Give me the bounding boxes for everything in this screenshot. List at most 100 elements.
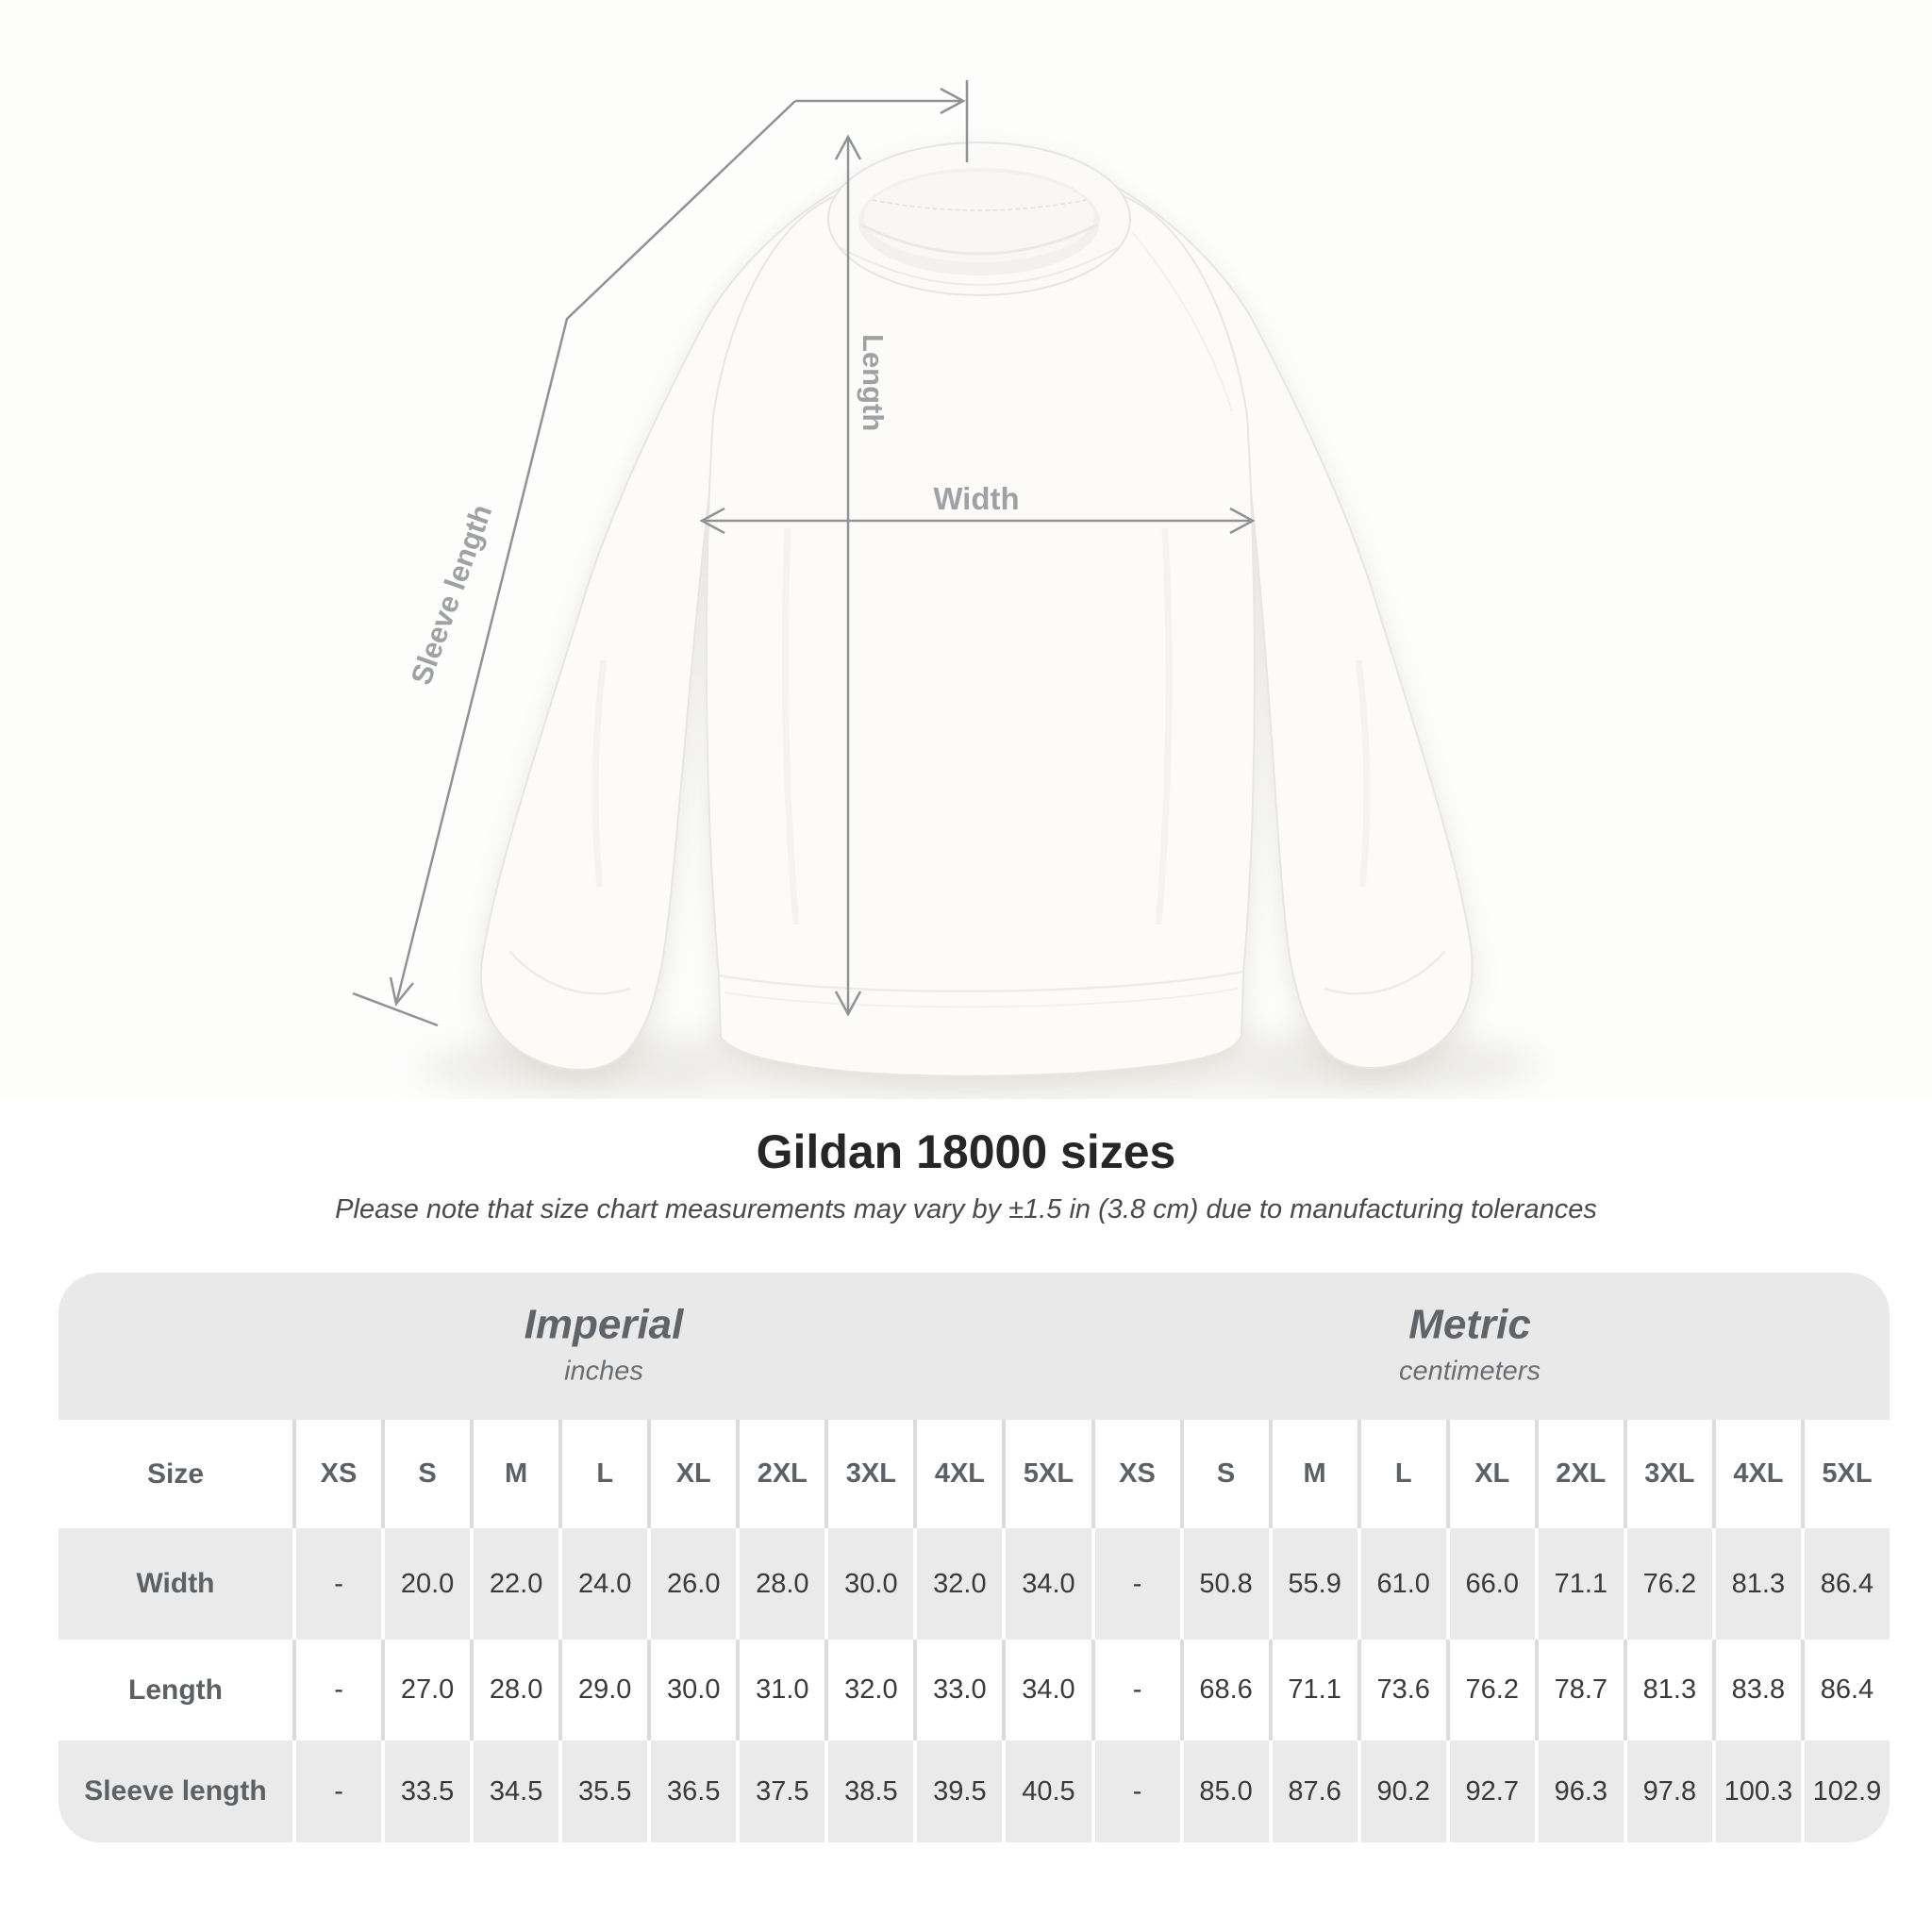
column-header: 2XL [1538, 1420, 1624, 1528]
table-cell: 27.0 [385, 1640, 471, 1740]
right-cuff-seam [1324, 950, 1446, 995]
column-header: 5XL [1006, 1420, 1091, 1528]
column-header: 4XL [1715, 1420, 1801, 1528]
right-sleeve [1115, 186, 1474, 1069]
metric-section-header: Metric centimeters [1399, 1302, 1541, 1388]
collar [827, 142, 1131, 296]
column-header: L [1360, 1420, 1446, 1528]
table-cell: 86.4 [1804, 1640, 1890, 1740]
size-table: Imperial inches Metric centimeters Size … [58, 1273, 1890, 1842]
column-header: S [385, 1420, 471, 1528]
table-cell: 78.7 [1538, 1640, 1624, 1740]
table-cell: 32.0 [917, 1528, 1003, 1640]
row-label: Sleeve length [58, 1740, 292, 1842]
table-cell: 22.0 [474, 1528, 559, 1640]
hem-seam [718, 970, 1244, 993]
column-header: S [1183, 1420, 1269, 1528]
collar-topstitch [839, 246, 1120, 286]
table-cell: 35.5 [562, 1740, 648, 1842]
table-cell: 28.0 [474, 1640, 559, 1740]
length-arrow [834, 134, 862, 1017]
table-cell: - [1094, 1528, 1180, 1640]
table-cell: 20.0 [385, 1528, 471, 1640]
table-cell: 30.0 [828, 1528, 914, 1640]
table-cell: 26.0 [651, 1528, 737, 1640]
hem-rib-line [724, 988, 1239, 1008]
table-cell: 102.9 [1804, 1740, 1890, 1842]
table-cell: 90.2 [1360, 1740, 1446, 1842]
back-neck-seam [872, 199, 1087, 211]
sleeve-length-arrow [352, 80, 969, 1027]
metric-title: Metric [1408, 1301, 1531, 1348]
table-cell: 34.0 [1006, 1640, 1091, 1740]
table-row-width: Width - 20.0 22.0 24.0 26.0 28.0 30.0 32… [58, 1528, 1890, 1640]
left-cuff-seam [508, 950, 631, 995]
table-cell: - [1094, 1640, 1180, 1740]
table-cell: 100.3 [1715, 1740, 1801, 1842]
table-cell: 73.6 [1360, 1640, 1446, 1740]
imperial-title: Imperial [524, 1301, 684, 1348]
table-cell: 33.5 [385, 1740, 471, 1842]
right-shoulder-seam [1131, 231, 1233, 412]
table-cell: 37.5 [740, 1740, 825, 1842]
table-cell: 40.5 [1006, 1740, 1091, 1842]
table-cell: 86.4 [1804, 1528, 1890, 1640]
size-header-cell: Size [58, 1420, 292, 1528]
table-cell: 76.2 [1449, 1640, 1535, 1740]
collar-inner-edge [859, 223, 1099, 256]
fabric-folds [591, 527, 1371, 925]
table-cell: 68.6 [1183, 1640, 1269, 1740]
table-cell: 29.0 [562, 1640, 648, 1740]
table-cell: 24.0 [562, 1528, 648, 1640]
metric-unit: centimeters [1399, 1356, 1541, 1387]
sweatshirt-measurement-diagram: Length Width Sleeve length [352, 80, 1545, 1099]
row-label: Length [58, 1640, 292, 1740]
table-cell: 28.0 [740, 1528, 825, 1640]
table-cell: 96.3 [1538, 1740, 1624, 1842]
table-cell: - [296, 1640, 382, 1740]
table-cell: 85.0 [1183, 1740, 1269, 1842]
table-cell: 55.9 [1272, 1528, 1357, 1640]
body-panel [705, 192, 1256, 1077]
table-cell: 38.5 [828, 1740, 914, 1842]
imperial-unit: inches [564, 1356, 643, 1387]
table-cell: 71.1 [1538, 1528, 1624, 1640]
table-cell: 31.0 [740, 1640, 825, 1740]
table-cell: 81.3 [1715, 1528, 1801, 1640]
table-cell: - [296, 1740, 382, 1842]
sleeve-end-tick [352, 991, 439, 1027]
table-row-length: Length - 27.0 28.0 29.0 30.0 31.0 32.0 3… [58, 1640, 1890, 1740]
measurement-arrows [352, 80, 1256, 1027]
column-header: 3XL [828, 1420, 914, 1528]
length-label: Length [857, 334, 890, 431]
width-arrow [699, 507, 1256, 535]
width-label: Width [933, 481, 1019, 516]
column-header: XL [1449, 1420, 1535, 1528]
column-header: M [474, 1420, 559, 1528]
table-cell: 87.6 [1272, 1740, 1357, 1842]
sweatshirt-illustration [480, 142, 1474, 1077]
table-row-sleeve-length: Sleeve length - 33.5 34.5 35.5 36.5 37.5… [58, 1740, 1890, 1842]
column-header: 2XL [740, 1420, 825, 1528]
table-cell: 34.0 [1006, 1528, 1091, 1640]
size-header-row: Size XS S M L XL 2XL 3XL 4XL 5XL XS S M … [58, 1420, 1890, 1528]
table-cell: 36.5 [651, 1740, 737, 1842]
page-title: Gildan 18000 sizes [756, 1125, 1176, 1178]
page-subtitle: Please note that size chart measurements… [335, 1194, 1597, 1224]
table-cell: 97.8 [1626, 1740, 1712, 1842]
table-cell: 66.0 [1449, 1528, 1535, 1640]
row-label: Width [58, 1528, 292, 1640]
table-cell: 92.7 [1449, 1740, 1535, 1842]
table-cell: 71.1 [1272, 1640, 1357, 1740]
table-cell: 32.0 [828, 1640, 914, 1740]
column-header: 3XL [1626, 1420, 1712, 1528]
column-header: M [1272, 1420, 1357, 1528]
left-sleeve [480, 186, 843, 1071]
table-cell: 76.2 [1626, 1528, 1712, 1640]
table-cell: 30.0 [651, 1640, 737, 1740]
column-header: XS [296, 1420, 382, 1528]
table-cell: - [1094, 1740, 1180, 1842]
table-cell: 33.0 [917, 1640, 1003, 1740]
table-cell: 81.3 [1626, 1640, 1712, 1740]
